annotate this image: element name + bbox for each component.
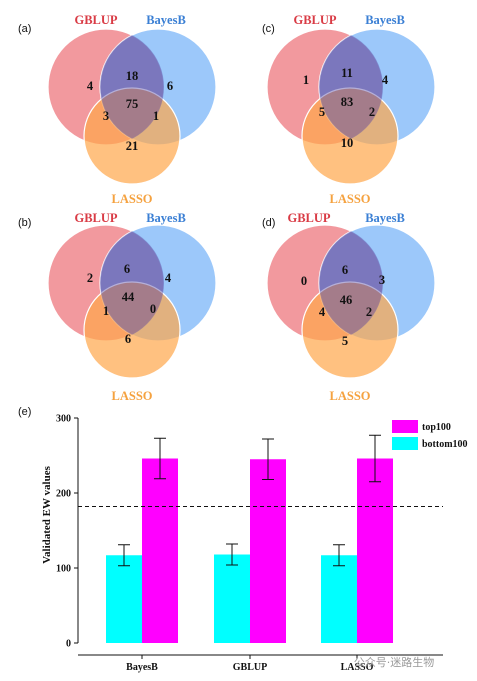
panel-label: (a) <box>18 23 31 35</box>
set-label-lasso: LASSO <box>112 389 153 403</box>
count-lasso-only: 21 <box>126 139 139 153</box>
count-gblup-bayesb: 6 <box>342 263 348 277</box>
set-label-lasso: LASSO <box>330 192 371 206</box>
count-bayesb-lasso: 1 <box>153 109 159 123</box>
set-label-bayesb: BayesB <box>146 211 186 225</box>
count-lasso-only: 10 <box>341 136 354 150</box>
set-label-gblup: GBLUP <box>293 13 336 27</box>
set-label-bayesb: BayesB <box>146 13 186 27</box>
count-bayesb-lasso: 2 <box>366 305 372 319</box>
venn-circle-lasso <box>83 281 181 379</box>
count-gblup-lasso: 3 <box>103 109 109 123</box>
count-bayesb-only: 4 <box>165 271 172 285</box>
count-lasso-only: 5 <box>342 334 348 348</box>
set-label-gblup: GBLUP <box>74 13 117 27</box>
venn-panel-b: (b) GBLUP BayesB LASSO 2 4 6 6 1 0 44 <box>18 211 217 403</box>
count-gblup-bayesb: 18 <box>126 69 139 83</box>
panel-label: (d) <box>262 217 275 229</box>
watermark-text: 公众号·迷路生物 <box>354 655 435 669</box>
set-label-gblup: GBLUP <box>74 211 117 225</box>
set-label-lasso: LASSO <box>330 389 371 403</box>
count-gblup-bayesb: 11 <box>341 66 353 80</box>
set-label-bayesb: BayesB <box>365 13 405 27</box>
venn-overlap-gblup-bayesb <box>100 225 164 341</box>
venn-circle-lasso <box>301 281 399 379</box>
set-label-gblup: GBLUP <box>287 211 330 225</box>
panel-label: (b) <box>18 217 31 229</box>
count-lasso-only: 6 <box>125 332 131 346</box>
count-gblup-only: 4 <box>87 79 94 93</box>
set-label-lasso: LASSO <box>112 192 153 206</box>
count-bayesb-only: 3 <box>379 273 385 287</box>
bar-top100-LASSO <box>357 458 393 643</box>
count-all-three: 44 <box>122 290 135 304</box>
count-bayesb-lasso: 2 <box>369 105 375 119</box>
venn-panel-a: (a) GBLUP BayesB LASSO 4 6 21 18 3 1 75 <box>18 13 217 206</box>
count-gblup-only: 0 <box>301 274 307 288</box>
count-all-three: 75 <box>126 97 139 111</box>
y-tick-label: 300 <box>56 414 71 425</box>
y-axis-title: Validated EW values <box>41 465 53 564</box>
legend: top100 bottom100 <box>392 420 468 450</box>
venn-overlap-gblup-bayesb <box>319 29 383 145</box>
venn-circle-lasso <box>301 87 399 185</box>
bar-bottom100-GBLUP <box>214 554 250 643</box>
venn-circle-lasso <box>83 87 181 185</box>
bar-chart: (e) Validated EW values 0 100 200 300 Bayes… <box>18 406 468 673</box>
count-gblup-only: 1 <box>303 73 309 87</box>
count-bayesb-only: 6 <box>167 79 173 93</box>
set-label-bayesb: BayesB <box>365 211 405 225</box>
bar-top100-BayesB <box>142 458 178 643</box>
venn-panel-c: (c) GBLUP BayesB LASSO 1 4 10 11 5 2 83 <box>262 13 436 206</box>
bar-top100-GBLUP <box>250 459 286 643</box>
count-bayesb-lasso: 0 <box>150 302 156 316</box>
count-gblup-lasso: 5 <box>319 105 325 119</box>
count-gblup-bayesb: 6 <box>124 262 130 276</box>
panel-label: (e) <box>18 406 31 418</box>
x-tick-label: BayesB <box>126 662 158 673</box>
venn-overlap-gblup-bayesb <box>319 225 383 341</box>
count-gblup-lasso: 1 <box>103 304 109 318</box>
count-all-three: 46 <box>340 293 353 307</box>
legend-label-bottom100: bottom100 <box>422 439 468 450</box>
venn-panel-d: (d) GBLUP BayesB LASSO 0 3 5 6 4 2 46 <box>262 211 436 403</box>
bar-bottom100-BayesB <box>106 555 142 643</box>
x-tick-label: GBLUP <box>233 662 267 673</box>
legend-label-top100: top100 <box>422 422 451 433</box>
x-tick-label: LASSO <box>341 662 374 673</box>
count-bayesb-only: 4 <box>382 73 389 87</box>
bar-bottom100-LASSO <box>321 555 357 643</box>
legend-swatch-bottom100 <box>392 437 418 450</box>
y-tick-label: 100 <box>56 564 71 575</box>
count-gblup-lasso: 4 <box>319 305 326 319</box>
count-all-three: 83 <box>341 95 354 109</box>
y-tick-label: 0 <box>66 639 71 650</box>
legend-swatch-top100 <box>392 420 418 433</box>
y-tick-label: 200 <box>56 489 71 500</box>
venn-overlap-gblup-bayesb <box>100 29 164 145</box>
count-gblup-only: 2 <box>87 271 93 285</box>
panel-label: (c) <box>262 23 275 35</box>
